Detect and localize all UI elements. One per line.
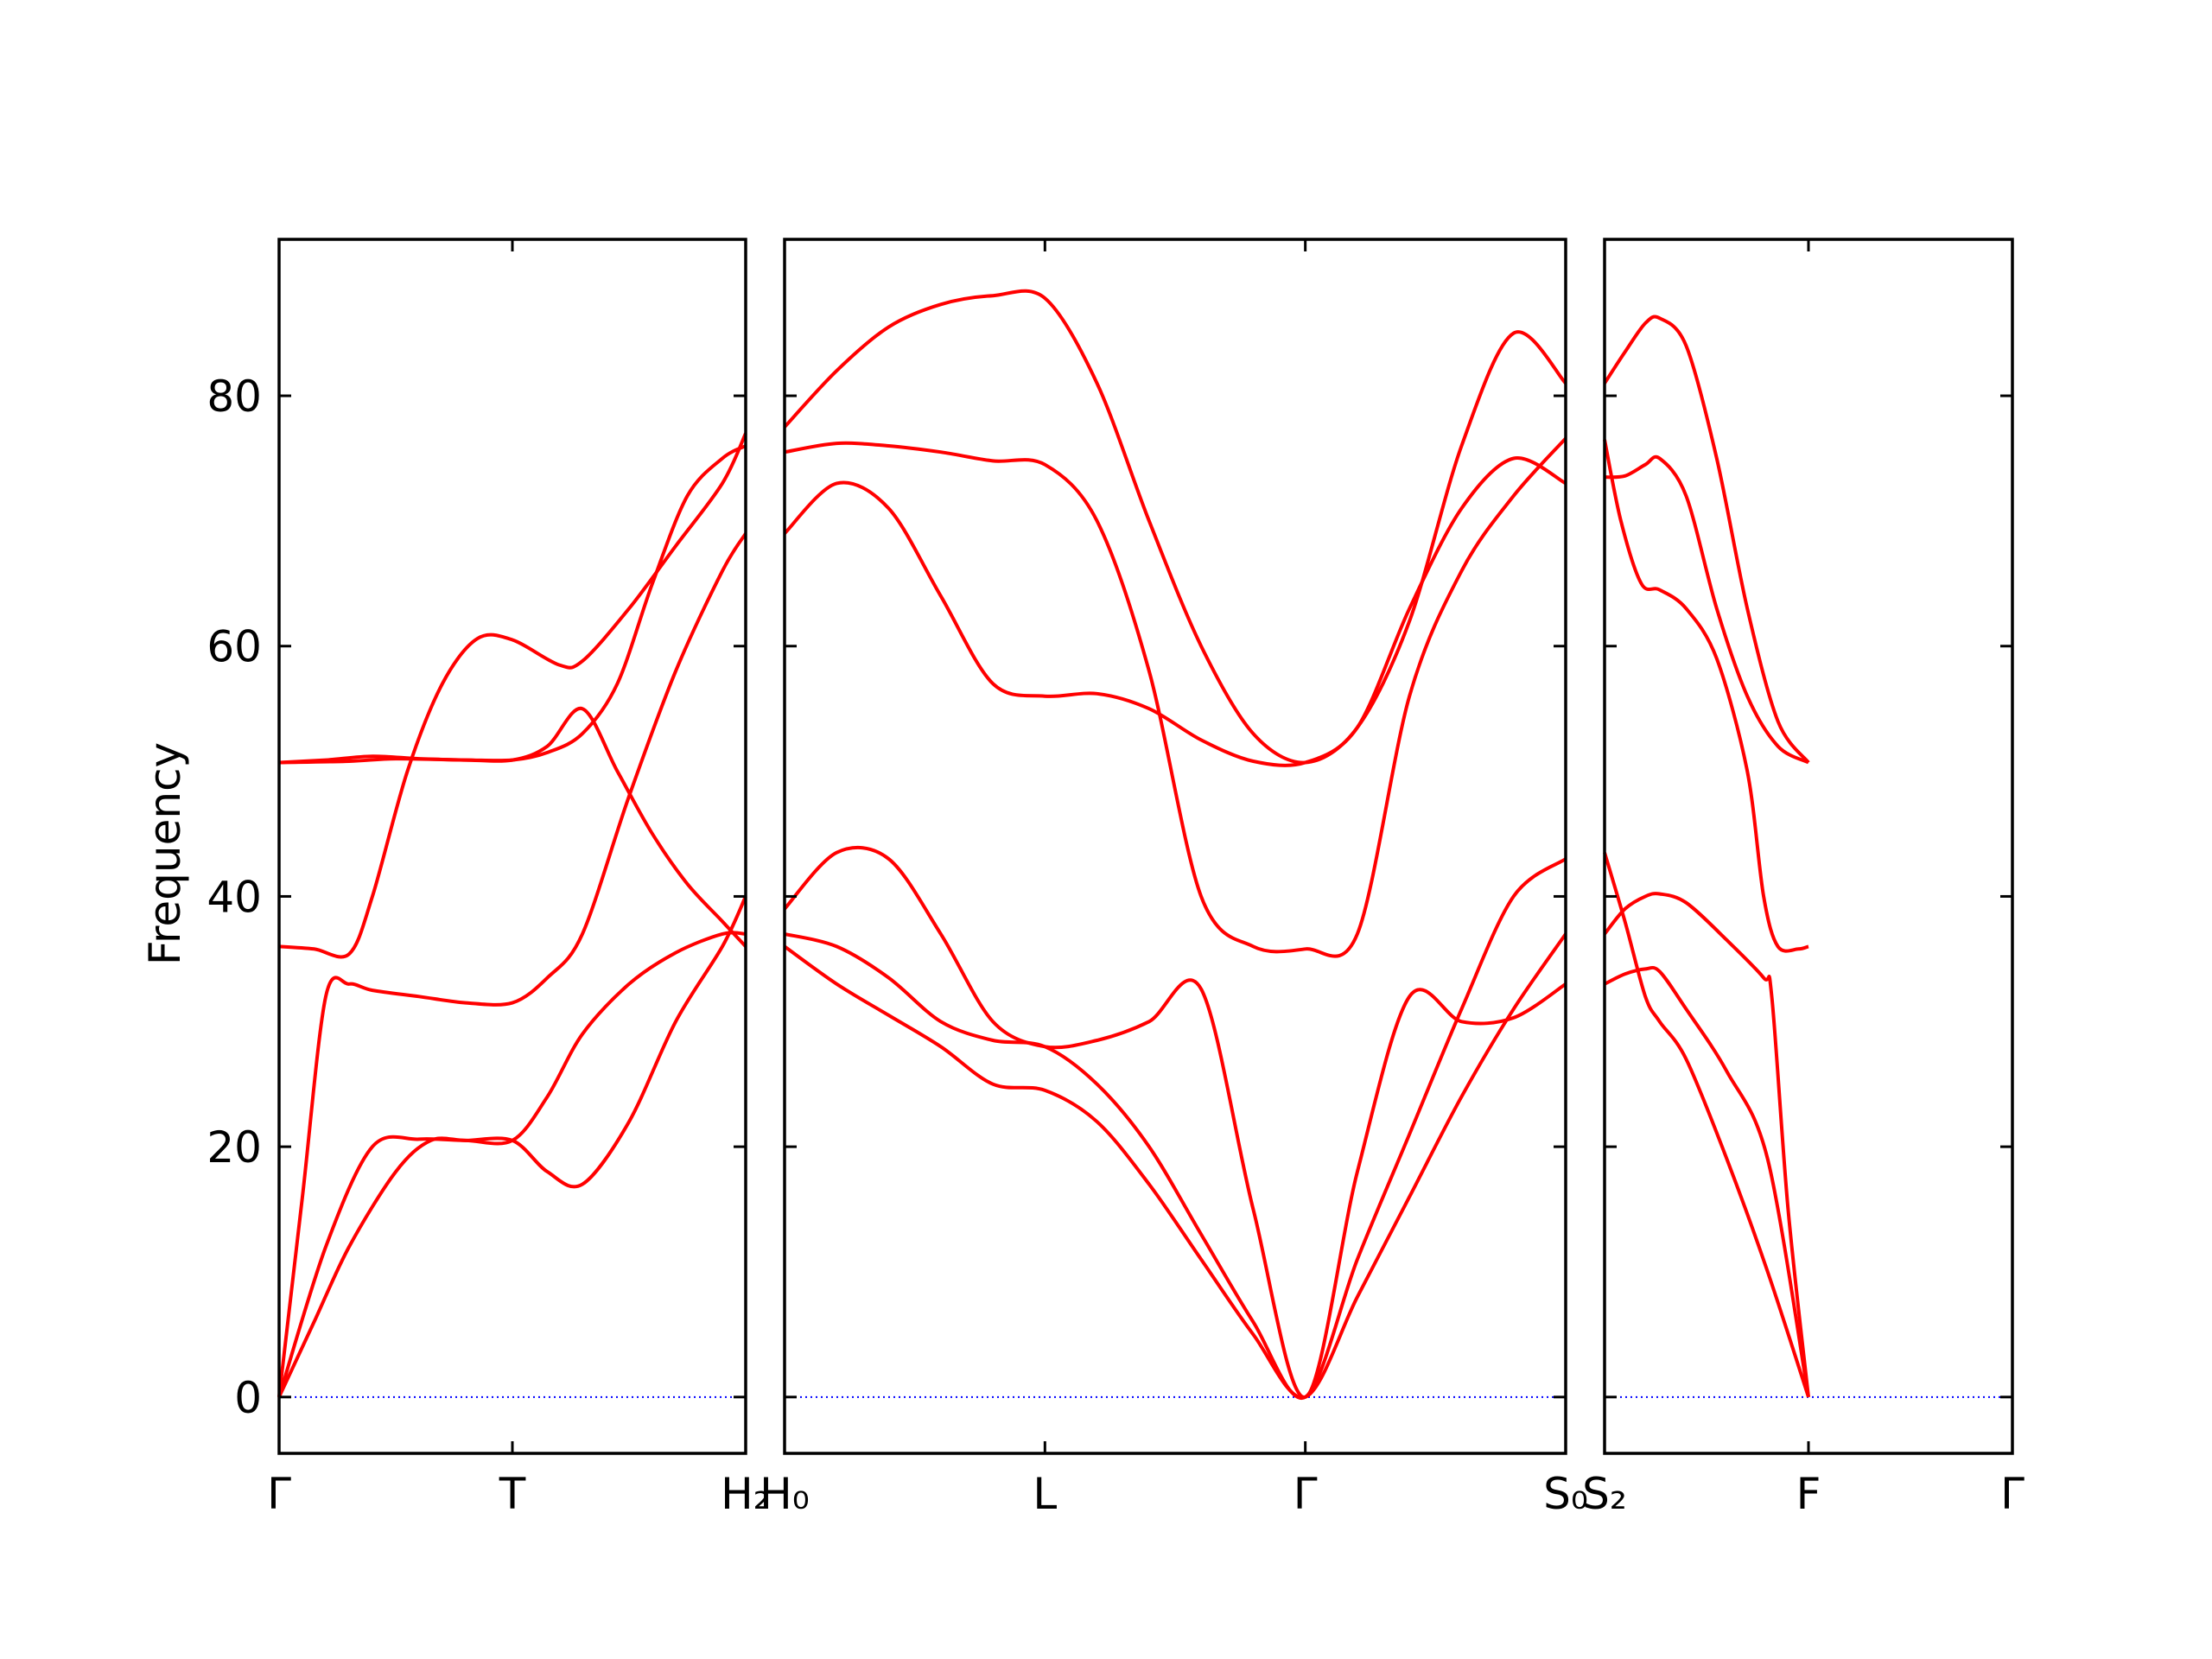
x-tick-label: Γ [2000,1469,2024,1519]
band-line-4 [783,456,1567,767]
panel-frame [1603,238,2014,1455]
band-line-1 [277,895,747,1398]
y-tick-label: 20 [207,1122,262,1173]
band-line-4 [1603,439,1809,953]
band-line-3 [783,845,1567,1399]
band-line-6 [278,444,747,765]
band-line-2 [1603,852,1810,1398]
y-tick-label: 0 [234,1373,262,1423]
band-line-5 [1604,454,1809,765]
x-tick-label: S₂ [1582,1469,1627,1519]
y-tick-label: 80 [207,372,262,422]
x-tick-label: L [1033,1469,1057,1519]
x-tick-label: T [499,1469,526,1519]
band-line-3 [277,532,747,1398]
x-tick-label: S₀ [1543,1469,1588,1519]
x-tick-label: H₂ [721,1469,771,1519]
panel-1: Γ T H₂ [267,238,771,1519]
band-line-6 [1603,315,1810,764]
band-line-1 [783,932,1567,1400]
band-line-4 [278,432,747,959]
x-tick-label: H₀ [760,1469,810,1519]
panel-frame [277,238,747,1455]
panel-3: S₂ F Γ [1582,238,2024,1519]
y-axis-label: Frequency [140,742,190,965]
panel-2: H₀ L Γ S₀ [760,238,1588,1519]
band-line-3 [1603,892,1810,1398]
band-line-1 [1604,965,1810,1398]
y-tick-label: 40 [207,872,262,922]
panel-frame [783,238,1567,1455]
x-tick-label: Γ [267,1469,291,1519]
band-line-5 [278,707,747,948]
y-tick-label: 60 [207,622,262,672]
band-line-2 [277,931,747,1398]
band-line-2 [784,857,1567,1401]
x-tick-label: F [1796,1469,1821,1519]
x-tick-label: Γ [1294,1469,1318,1519]
band-line-6 [783,289,1567,765]
band-line-5 [784,436,1567,958]
